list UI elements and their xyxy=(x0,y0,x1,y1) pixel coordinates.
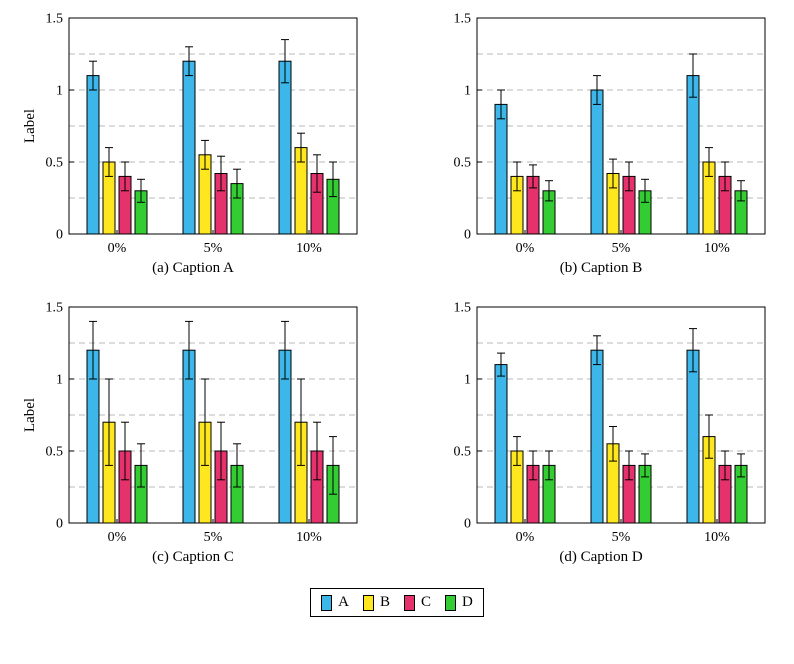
chart-a-caption: (a) Caption A xyxy=(152,260,234,276)
y-tick-label: 0.5 xyxy=(454,156,472,171)
figure-row-top: 0% 5% 10% 0 0.5 1 1.5 Label (a) Caption A 0% 5% 1… xyxy=(0,10,794,277)
bar-A xyxy=(590,89,604,235)
x-tick-label: 5% xyxy=(612,241,631,256)
bar-A xyxy=(182,60,196,235)
x-tick-label: 10% xyxy=(704,241,730,256)
legend-swatch-d xyxy=(445,594,457,611)
x-tick-label: 5% xyxy=(612,530,631,545)
y-tick-label: 0.5 xyxy=(46,445,64,460)
plot-frame xyxy=(476,306,766,524)
chart-svg: 0% 5% 10% 0 0.5 1 1.5 xyxy=(454,301,766,545)
y-tick-label: 1 xyxy=(56,84,63,99)
chart-d-plot: 0% 5% 10% 0 0.5 1 1.5 xyxy=(429,299,773,545)
y-tick-label: 1.5 xyxy=(454,12,472,27)
legend-swatch-a xyxy=(321,594,333,611)
bar-A xyxy=(686,75,700,235)
figure-row-bottom: 0% 5% 10% 0 0.5 1 1.5 Label (c) Caption C 0% 5% 1… xyxy=(0,299,794,566)
chart-c: 0% 5% 10% 0 0.5 1 1.5 Label (c) Caption C xyxy=(21,299,365,566)
x-tick-label: 10% xyxy=(296,241,322,256)
legend-label-c: C xyxy=(421,594,432,610)
x-tick-label: 0% xyxy=(108,241,127,256)
plot-frame xyxy=(68,17,358,235)
legend-item-c: C xyxy=(404,594,431,611)
y-axis-label: Label xyxy=(22,109,38,143)
legend-swatch-c xyxy=(404,594,415,611)
chart-b-caption: (b) Caption B xyxy=(559,260,643,276)
y-tick-label: 1.5 xyxy=(454,301,472,316)
x-tick-label: 5% xyxy=(204,530,223,545)
chart-svg: 0% 5% 10% 0 0.5 1 1.5 Label xyxy=(22,301,358,545)
chart-svg: 0% 5% 10% 0 0.5 1 1.5 Label xyxy=(22,12,358,256)
x-tick-label: 10% xyxy=(704,530,730,545)
y-tick-label: 0.5 xyxy=(454,445,472,460)
y-axis-label: Label xyxy=(22,398,38,432)
legend-item-b: B xyxy=(362,594,390,611)
y-tick-label: 1.5 xyxy=(46,301,64,316)
legend-label-d: D xyxy=(462,594,473,610)
chart-a-plot: 0% 5% 10% 0 0.5 1 1.5 Label xyxy=(21,10,365,256)
bar-A xyxy=(590,349,604,524)
y-tick-label: 0 xyxy=(56,228,63,243)
chart-c-plot: 0% 5% 10% 0 0.5 1 1.5 Label xyxy=(21,299,365,545)
bar-A xyxy=(86,75,100,235)
x-tick-label: 10% xyxy=(296,530,322,545)
legend-label-a: A xyxy=(338,594,349,610)
legend: A B C D xyxy=(0,588,794,617)
chart-b: 0% 5% 10% 0 0.5 1 1.5 (b) Caption B xyxy=(429,10,773,277)
y-tick-label: 1 xyxy=(464,373,471,388)
bar-A xyxy=(278,60,292,235)
y-tick-label: 1 xyxy=(56,373,63,388)
legend-item-a: A xyxy=(321,594,349,611)
y-tick-label: 0 xyxy=(464,228,471,243)
legend-label-b: B xyxy=(379,594,390,610)
chart-svg: 0% 5% 10% 0 0.5 1 1.5 xyxy=(454,12,766,256)
x-tick-label: 5% xyxy=(204,241,223,256)
bar-A xyxy=(494,364,508,524)
chart-d-caption: (d) Caption D xyxy=(559,549,643,565)
y-tick-label: 0 xyxy=(56,517,63,532)
y-tick-label: 1.5 xyxy=(46,12,64,27)
legend-swatch-b xyxy=(362,594,374,611)
chart-d: 0% 5% 10% 0 0.5 1 1.5 (d) Caption D xyxy=(429,299,773,566)
x-tick-label: 0% xyxy=(516,241,535,256)
plot-frame xyxy=(68,306,358,524)
y-tick-label: 1 xyxy=(464,84,471,99)
chart-a: 0% 5% 10% 0 0.5 1 1.5 Label (a) Caption A xyxy=(21,10,365,277)
x-tick-label: 0% xyxy=(516,530,535,545)
legend-item-d: D xyxy=(445,594,473,611)
x-tick-label: 0% xyxy=(108,530,127,545)
y-tick-label: 0 xyxy=(464,517,471,532)
legend-box: A B C D xyxy=(310,588,484,617)
chart-c-caption: (c) Caption C xyxy=(152,549,234,565)
y-tick-label: 0.5 xyxy=(46,156,64,171)
bar-A xyxy=(686,349,700,524)
bar-A xyxy=(494,103,508,235)
plot-frame xyxy=(476,17,766,235)
chart-b-plot: 0% 5% 10% 0 0.5 1 1.5 xyxy=(429,10,773,256)
